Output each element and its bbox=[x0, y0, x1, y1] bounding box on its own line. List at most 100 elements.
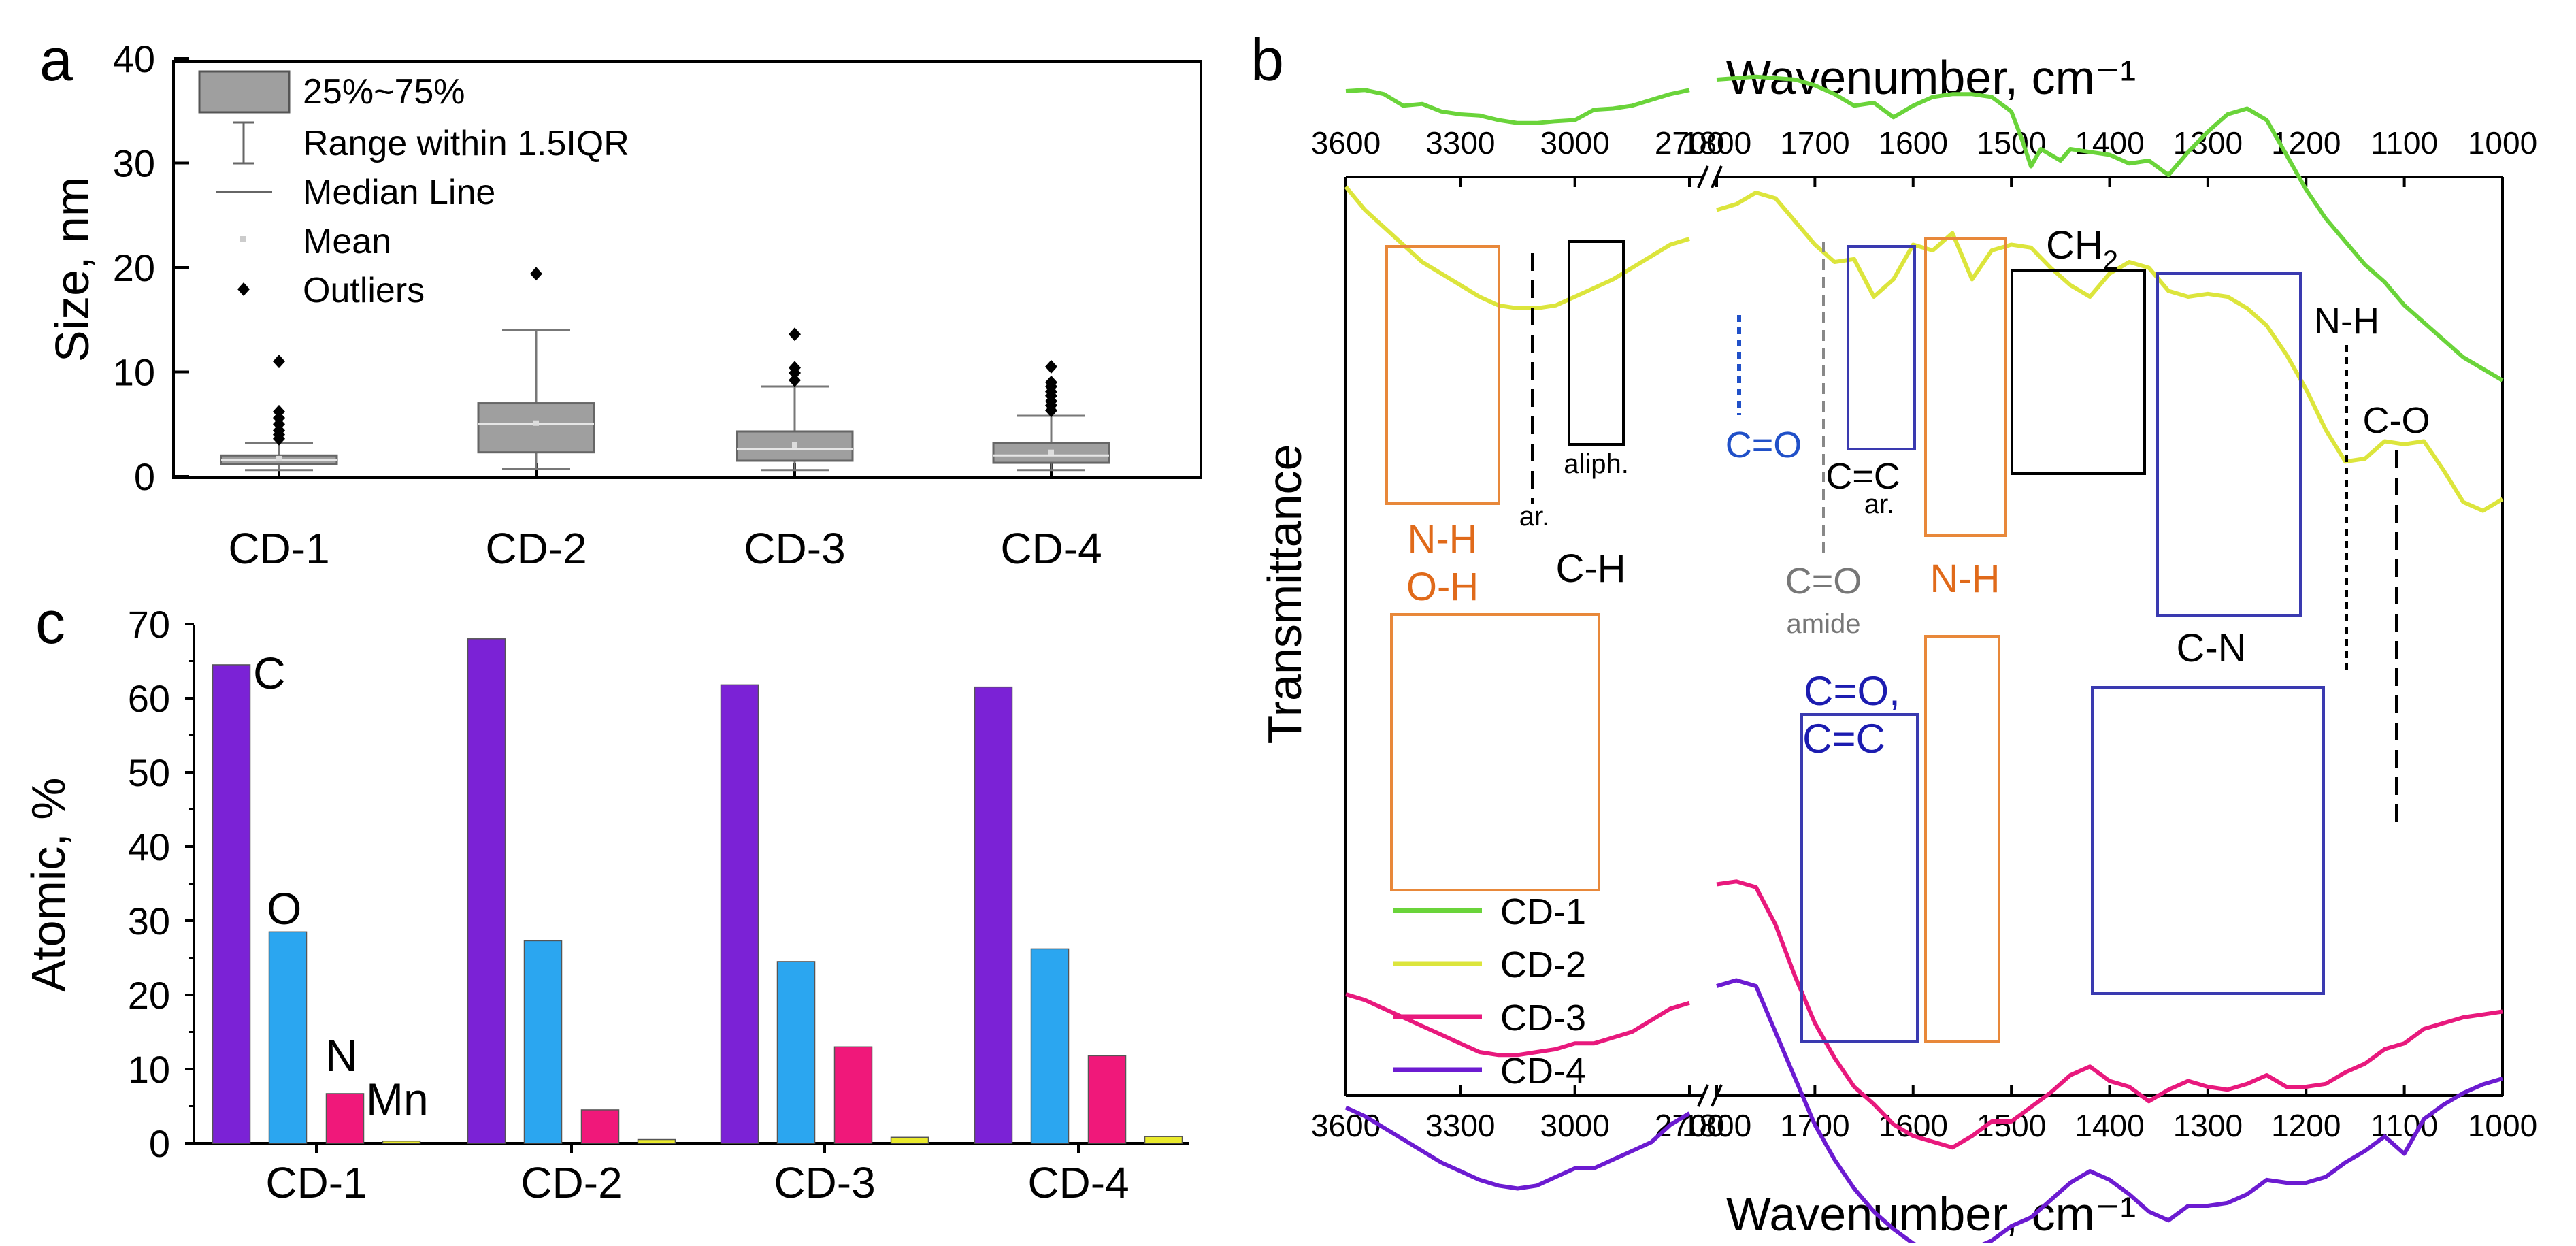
box-aliph bbox=[1568, 240, 1625, 446]
annot-cc-sub: ar. bbox=[1864, 489, 1894, 519]
outlier-point bbox=[789, 361, 801, 375]
panel-a-xaxis: CD-1 CD-2 CD-3 CD-4 bbox=[228, 463, 1102, 573]
annot-co-blue: C=O bbox=[1725, 425, 1802, 465]
outlier-point bbox=[1045, 375, 1057, 389]
spectrum-cd-4-right bbox=[1716, 978, 2503, 1246]
annot-co-right: C-O bbox=[2363, 400, 2430, 441]
panel-b-top-xtick-label: 3300 bbox=[1425, 125, 1495, 161]
panel-a-legend: 25%~75% Range within 1.5IQR Median Line … bbox=[198, 70, 629, 310]
spectrum-cd-1-left bbox=[1345, 88, 1690, 125]
legend-label-cd-1: CD-1 bbox=[1500, 891, 1586, 932]
legend-range-swatch bbox=[233, 121, 254, 165]
box-nh-mid bbox=[1924, 237, 2007, 537]
outlier-point bbox=[789, 373, 801, 387]
panel-a-ytick-label: 20 bbox=[113, 246, 155, 289]
outlier-point bbox=[273, 355, 285, 369]
annot-amide: amide bbox=[1787, 609, 1861, 639]
outlier-point bbox=[273, 404, 285, 419]
panel-c-ytick-label: 40 bbox=[128, 825, 170, 868]
annot-co-amide: C=O bbox=[1785, 561, 1862, 602]
panel-a-xtick-label: CD-2 bbox=[485, 524, 587, 573]
panel-b-top-xtick-label: 1800 bbox=[1682, 125, 1751, 161]
panel-b-ylabel: Transmittance bbox=[1258, 444, 1311, 744]
annot-ch: C-H bbox=[1555, 546, 1625, 591]
panel-c-xtick-label: CD-2 bbox=[521, 1158, 622, 1207]
panel-a-xtick-label: CD-3 bbox=[744, 524, 845, 573]
annot-co-cc-1: C=O, bbox=[1804, 668, 1900, 714]
panel-label-c: c bbox=[35, 589, 65, 656]
panel-c-xaxis: CD-1 CD-2 CD-3 CD-4 bbox=[265, 1143, 1129, 1207]
panel-a-xtick-label: CD-4 bbox=[1000, 524, 1102, 573]
bar-mn-cd-4 bbox=[1144, 1136, 1183, 1144]
panel-b-bottom-xtick-label: 3300 bbox=[1425, 1108, 1495, 1143]
panel-c-yaxis: 0 10 20 30 40 50 60 70 bbox=[128, 603, 194, 1165]
panel-c-ytick-label: 50 bbox=[128, 751, 170, 794]
mean-marker bbox=[276, 455, 282, 461]
bar-c-cd-3 bbox=[720, 684, 759, 1144]
box-cc-ar bbox=[1847, 245, 1916, 450]
annot-cn: C-N bbox=[2176, 626, 2246, 670]
panel-a-ytick-label: 30 bbox=[113, 142, 155, 185]
legend-label-cd-4: CD-4 bbox=[1500, 1051, 1586, 1092]
bar-annot-mn: Mn bbox=[366, 1074, 429, 1124]
mean-marker bbox=[792, 442, 797, 448]
panel-b-ftir: Wavenumber, cm⁻¹ Wavenumber, cm⁻¹ Transm… bbox=[1258, 51, 2537, 1246]
box-co-cc-bottom bbox=[1800, 713, 1919, 1043]
bar-o-cd-2 bbox=[523, 940, 563, 1144]
panel-c-ytick-label: 30 bbox=[128, 900, 170, 942]
panel-b-xaxes: 3600360033003300300030002700270018001800… bbox=[1311, 125, 2537, 1143]
legend-outlier-swatch bbox=[237, 282, 250, 296]
bar-mn-cd-1 bbox=[382, 1140, 421, 1144]
outlier-point bbox=[789, 327, 801, 342]
bar-o-cd-4 bbox=[1030, 948, 1070, 1144]
panel-b-marker-lines bbox=[1531, 242, 2398, 825]
annot-ar: ar. bbox=[1519, 502, 1549, 531]
box-iqr bbox=[477, 402, 595, 454]
panel-b-bottom-xtick-label: 3000 bbox=[1540, 1108, 1609, 1143]
legend-label-cd-3: CD-3 bbox=[1500, 998, 1586, 1038]
legend-mean-swatch bbox=[240, 236, 246, 242]
mean-marker bbox=[1048, 449, 1054, 455]
panel-b-bottom-xtick-label: 1800 bbox=[1682, 1108, 1751, 1143]
bar-n-cd-2 bbox=[580, 1109, 620, 1144]
panel-b-top-xtick-label: 1100 bbox=[2371, 125, 2438, 161]
spectrum-cd-3-right bbox=[1716, 879, 2503, 1150]
panel-b-top-xtick-label: 1600 bbox=[1879, 125, 1948, 161]
panel-c-ytick-label: 60 bbox=[128, 677, 170, 720]
annot-oh-top: O-H bbox=[1406, 565, 1479, 609]
panel-b-bottom-xlabel: Wavenumber, cm⁻¹ bbox=[1726, 1187, 2136, 1241]
annot-nh-right: N-H bbox=[2314, 301, 2379, 342]
panel-c-barchart: 0 10 20 30 40 50 60 70 CD-1 CD-2 CD-3 CD-4 Atomic,… bbox=[22, 603, 1189, 1207]
bar-n-cd-4 bbox=[1087, 1055, 1127, 1144]
bar-mn-cd-3 bbox=[890, 1136, 929, 1144]
panel-c-ytick-label: 20 bbox=[128, 974, 170, 1017]
panel-a-ytick-label: 0 bbox=[134, 455, 155, 498]
panel-b-annotation-boxes bbox=[1385, 237, 2325, 1043]
annot-ch2: CH2 bbox=[2046, 223, 2118, 276]
mean-marker bbox=[533, 420, 539, 426]
panel-a-xtick-label: CD-1 bbox=[228, 524, 329, 573]
panel-b-top-xtick-label: 1700 bbox=[1780, 125, 1849, 161]
legend-median-label: Median Line bbox=[303, 173, 495, 212]
legend-outlier-label: Outliers bbox=[303, 271, 425, 310]
panel-a-frame bbox=[172, 60, 1202, 479]
panel-a-boxes bbox=[220, 267, 1110, 472]
panel-b-top-xtick-label: 1200 bbox=[2271, 125, 2341, 161]
panel-b-bottom-xtick-label: 1200 bbox=[2271, 1108, 2341, 1143]
box-cn-bottom bbox=[2091, 686, 2325, 995]
panel-b-bottom-xtick-label: 1000 bbox=[2468, 1108, 2537, 1143]
bar-c-cd-1 bbox=[212, 664, 251, 1144]
annot-co-cc-2: C=C bbox=[1802, 716, 1885, 761]
legend-mean-label: Mean bbox=[303, 222, 391, 261]
spectrum-cd-4-left bbox=[1344, 1105, 1691, 1191]
panel-b-bottom-xtick-label: 3600 bbox=[1311, 1108, 1381, 1143]
bar-mn-cd-2 bbox=[637, 1138, 676, 1144]
box-nh-oh-top bbox=[1385, 245, 1500, 505]
spectrum-cd-1-right bbox=[1716, 74, 2504, 382]
panel-b-annotations: N-H O-H C-H ar. aliph. C=O C=C ar. C=O a… bbox=[1406, 223, 2430, 761]
legend-box-swatch bbox=[198, 70, 291, 114]
panel-c-bars bbox=[212, 638, 1183, 1144]
panel-b-axis-breaks bbox=[1697, 165, 1723, 1107]
bar-annot-o: O bbox=[267, 883, 301, 934]
